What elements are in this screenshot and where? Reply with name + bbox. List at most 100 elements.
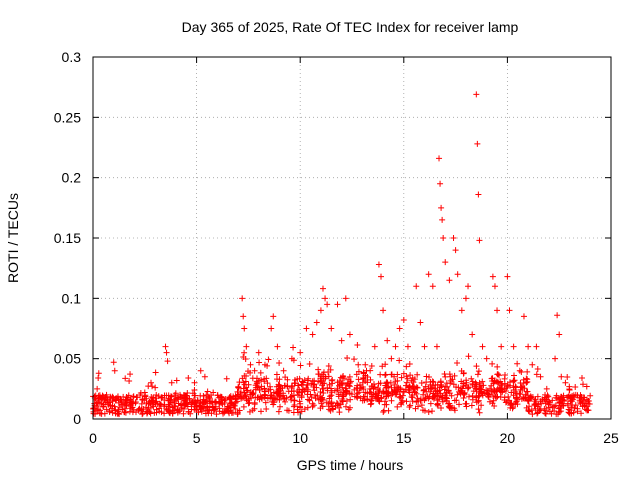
noise-marker <box>301 388 308 395</box>
noise-marker <box>511 372 517 379</box>
noise-marker <box>384 379 391 386</box>
chart-title: Day 365 of 2025, Rate Of TEC Index for r… <box>182 19 519 35</box>
noise-marker <box>480 382 487 389</box>
data-point <box>324 301 331 308</box>
noise-marker <box>138 406 145 413</box>
data-point <box>465 283 472 290</box>
noise-marker <box>152 369 159 376</box>
data-point <box>201 373 208 380</box>
noise-marker <box>269 398 276 405</box>
noise-marker <box>477 382 484 389</box>
data-point <box>185 374 192 381</box>
noise-marker <box>520 380 527 387</box>
noise-marker <box>230 393 237 400</box>
noise-marker <box>173 395 180 402</box>
noise-marker <box>241 372 248 379</box>
noise-marker <box>535 401 542 408</box>
data-point <box>247 361 254 368</box>
data-point <box>164 358 171 365</box>
noise-marker <box>115 399 122 406</box>
noise-marker <box>329 380 336 387</box>
noise-marker <box>249 407 256 414</box>
data-point <box>450 235 457 241</box>
noise-marker <box>356 389 363 396</box>
data-point <box>268 325 275 332</box>
x-tick-label: 15 <box>396 430 412 446</box>
noise-marker <box>475 398 482 405</box>
y-axis-label: ROTI / TECUs <box>5 193 21 283</box>
noise-marker <box>571 405 578 412</box>
noise-marker <box>336 409 343 416</box>
noise-marker <box>331 387 338 394</box>
noise-marker <box>403 363 410 370</box>
noise-marker <box>524 392 531 399</box>
noise-marker <box>507 404 514 411</box>
data-point <box>162 343 169 350</box>
noise-marker <box>168 393 175 400</box>
data-point <box>104 397 111 404</box>
noise-marker <box>394 371 401 378</box>
noise-marker <box>457 390 464 397</box>
noise-marker <box>496 384 503 391</box>
noise-marker <box>375 397 382 404</box>
noise-marker <box>489 360 496 367</box>
noise-marker <box>180 405 187 412</box>
noise-marker <box>497 385 504 392</box>
data-point <box>288 355 295 362</box>
data-point <box>525 343 532 350</box>
noise-marker <box>502 371 509 378</box>
noise-marker <box>304 404 311 411</box>
noise-marker <box>264 380 271 387</box>
noise-marker <box>445 403 452 410</box>
noise-marker <box>270 401 277 408</box>
noise-marker <box>216 405 223 412</box>
noise-marker <box>147 404 154 411</box>
data-point <box>163 349 170 356</box>
data-point <box>475 191 482 198</box>
noise-marker <box>351 356 358 363</box>
noise-marker <box>383 384 390 391</box>
noise-marker <box>338 380 345 387</box>
noise-marker <box>447 380 454 387</box>
noise-marker <box>437 379 444 386</box>
noise-marker <box>109 398 116 405</box>
noise-marker <box>442 373 449 380</box>
noise-marker <box>177 402 184 409</box>
noise-marker <box>106 409 113 416</box>
noise-marker <box>558 400 565 407</box>
noise-marker <box>132 398 139 405</box>
noise-marker <box>380 389 387 396</box>
noise-marker <box>173 377 180 384</box>
noise-marker <box>486 398 493 405</box>
noise-marker <box>578 410 585 417</box>
noise-marker <box>469 396 476 403</box>
noise-marker <box>398 374 405 381</box>
noise-marker <box>474 371 481 378</box>
noise-marker <box>319 395 326 402</box>
noise-marker <box>344 380 351 387</box>
noise-marker <box>586 400 593 407</box>
data-point <box>243 343 250 350</box>
noise-marker <box>146 409 153 416</box>
noise-marker <box>427 400 434 407</box>
noise-marker <box>317 396 324 403</box>
noise-marker <box>465 393 472 400</box>
noise-marker <box>284 382 291 389</box>
noise-marker <box>479 390 486 397</box>
data-point <box>436 155 443 162</box>
data-point <box>438 204 445 211</box>
noise-marker <box>200 393 207 400</box>
noise-marker <box>569 398 576 405</box>
data-point <box>404 343 411 350</box>
noise-marker <box>413 390 420 397</box>
noise-marker <box>126 408 133 415</box>
noise-marker <box>455 384 462 391</box>
data-point <box>543 385 550 392</box>
noise-marker <box>121 409 128 416</box>
noise-marker <box>305 375 312 382</box>
noise-marker <box>346 373 353 380</box>
x-axis-label: GPS time / hours <box>297 457 404 473</box>
data-point <box>226 396 233 403</box>
noise-marker <box>150 394 157 401</box>
noise-marker <box>517 386 524 393</box>
